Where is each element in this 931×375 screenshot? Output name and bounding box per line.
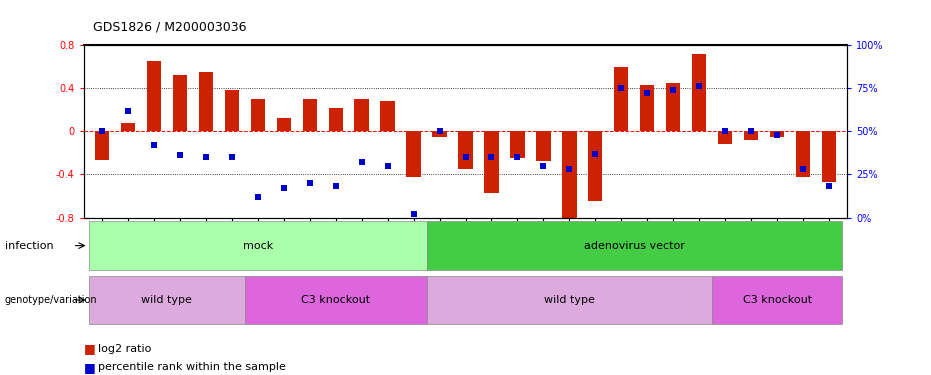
Bar bbox=[510, 131, 524, 158]
Bar bbox=[614, 67, 628, 131]
Point bbox=[770, 132, 785, 138]
Bar bbox=[458, 131, 473, 169]
Text: adenovirus vector: adenovirus vector bbox=[584, 241, 684, 250]
Text: log2 ratio: log2 ratio bbox=[98, 344, 151, 354]
Bar bbox=[89, 221, 426, 270]
Bar bbox=[718, 131, 733, 144]
Point bbox=[198, 154, 213, 160]
Bar bbox=[712, 276, 842, 324]
Point bbox=[224, 154, 239, 160]
Point bbox=[406, 211, 421, 217]
Point bbox=[692, 83, 707, 89]
Point bbox=[303, 180, 317, 186]
Bar bbox=[822, 131, 836, 182]
Text: C3 knockout: C3 knockout bbox=[301, 295, 371, 305]
Point bbox=[120, 108, 135, 114]
Bar bbox=[692, 54, 707, 131]
Point bbox=[744, 128, 759, 134]
Point bbox=[458, 154, 473, 160]
Point bbox=[250, 194, 265, 200]
Point bbox=[796, 166, 811, 172]
Text: ■: ■ bbox=[84, 342, 100, 355]
Bar bbox=[303, 99, 317, 131]
Bar bbox=[198, 72, 213, 131]
Point bbox=[510, 154, 525, 160]
Text: infection: infection bbox=[5, 241, 53, 250]
Point bbox=[380, 163, 395, 169]
Bar bbox=[89, 276, 245, 324]
Bar bbox=[588, 131, 602, 201]
Text: wild type: wild type bbox=[544, 295, 595, 305]
Point bbox=[666, 87, 681, 93]
Point bbox=[354, 159, 369, 165]
Point bbox=[95, 128, 110, 134]
Bar bbox=[484, 131, 499, 193]
Bar bbox=[245, 276, 426, 324]
Point bbox=[146, 142, 161, 148]
Point bbox=[562, 166, 577, 172]
Text: GDS1826 / M200003036: GDS1826 / M200003036 bbox=[93, 21, 247, 34]
Bar bbox=[432, 131, 447, 136]
Bar bbox=[407, 131, 421, 177]
Point bbox=[329, 183, 344, 189]
Bar bbox=[744, 131, 758, 140]
Bar bbox=[381, 101, 395, 131]
Point bbox=[821, 183, 836, 189]
Text: genotype/variation: genotype/variation bbox=[5, 295, 97, 305]
Bar bbox=[121, 123, 135, 131]
Bar bbox=[355, 99, 369, 131]
Point bbox=[718, 128, 733, 134]
Bar bbox=[224, 90, 239, 131]
Bar bbox=[641, 85, 654, 131]
Bar bbox=[666, 83, 681, 131]
Point bbox=[172, 152, 187, 158]
Bar bbox=[426, 221, 842, 270]
Bar bbox=[536, 131, 550, 162]
Text: C3 knockout: C3 knockout bbox=[743, 295, 812, 305]
Bar bbox=[173, 75, 187, 131]
Point bbox=[587, 151, 602, 157]
Bar bbox=[329, 108, 343, 131]
Text: mock: mock bbox=[243, 241, 273, 250]
Bar bbox=[277, 118, 290, 131]
Point bbox=[277, 185, 291, 191]
Point bbox=[614, 85, 628, 91]
Bar bbox=[95, 131, 109, 160]
Text: percentile rank within the sample: percentile rank within the sample bbox=[98, 363, 286, 372]
Point bbox=[432, 128, 447, 134]
Point bbox=[536, 163, 551, 169]
Bar bbox=[796, 131, 810, 177]
Text: wild type: wild type bbox=[142, 295, 193, 305]
Bar bbox=[426, 276, 712, 324]
Bar bbox=[562, 131, 576, 218]
Bar bbox=[250, 99, 265, 131]
Point bbox=[484, 154, 499, 160]
Bar bbox=[770, 131, 784, 136]
Point bbox=[640, 90, 654, 96]
Bar bbox=[147, 61, 161, 131]
Text: ■: ■ bbox=[84, 361, 100, 374]
